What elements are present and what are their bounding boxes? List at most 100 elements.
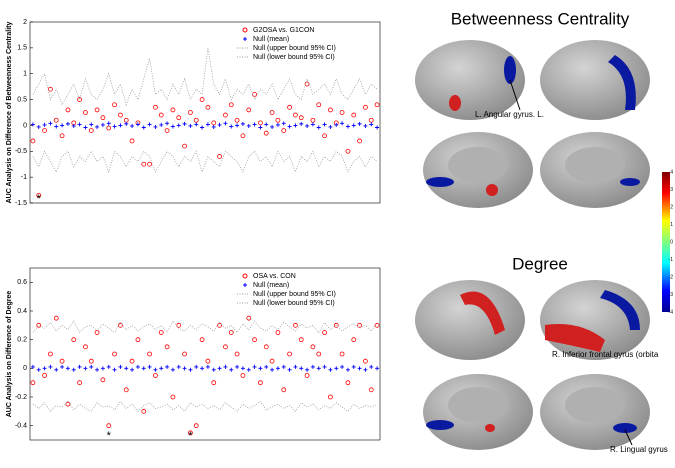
null-mean-point: [183, 122, 187, 126]
colorbar-tick: -3: [669, 292, 674, 298]
null-mean-point: [258, 125, 262, 129]
observed-point: [78, 381, 82, 385]
null-mean-point: [37, 125, 41, 129]
observed-point: [235, 352, 239, 356]
null-mean-point: [83, 366, 87, 370]
null-mean-point: [235, 123, 239, 127]
null-mean-point: [282, 121, 286, 125]
figure: Betweenness Centrality L. Angular gyrus.…: [0, 0, 675, 463]
observed-point: [177, 116, 181, 120]
null-mean-point: [358, 122, 362, 126]
observed-point: [89, 359, 93, 363]
null-mean-point: [264, 365, 268, 369]
null-mean-point: [241, 122, 245, 126]
observed-point: [101, 378, 105, 382]
null-mean-point: [78, 122, 82, 126]
region: [485, 424, 495, 432]
null-mean-point: [369, 365, 373, 369]
null-mean-point: [194, 365, 198, 369]
null-mean-point: [258, 366, 262, 370]
observed-point: [159, 331, 163, 335]
null-mean-point: [72, 368, 76, 372]
null-mean-point: [317, 125, 321, 129]
observed-point: [118, 113, 122, 117]
observed-point: [194, 424, 198, 428]
brain-image: [565, 147, 625, 183]
null-mean-point: [346, 124, 350, 128]
y-tick-label: 1.5: [17, 45, 27, 52]
legend-label: Null (upper bound 95% CI): [253, 45, 336, 52]
observed-point: [288, 352, 292, 356]
observed-point: [165, 345, 169, 349]
legend-label: Null (lower bound 95% CI): [253, 300, 335, 307]
observed-point: [218, 154, 222, 158]
observed-point: [293, 113, 297, 117]
y-tick-label: 0: [23, 122, 27, 129]
null-mean-point: [171, 124, 175, 128]
null-mean-point: [270, 125, 274, 129]
null-mean-point: [177, 365, 181, 369]
null-mean-point: [113, 368, 117, 372]
null-mean-point: [153, 368, 157, 372]
null-mean-point: [293, 123, 297, 127]
null-mean-point: [340, 365, 344, 369]
y-tick-label: 2: [23, 19, 27, 26]
region: [426, 177, 454, 187]
observed-point: [130, 139, 134, 143]
null-mean-point: [305, 368, 309, 372]
null-mean-point: [159, 123, 163, 127]
significance-star: *: [107, 430, 112, 442]
null-mean-point: [89, 365, 93, 369]
observed-point: [270, 111, 274, 115]
observed-point: [113, 103, 117, 107]
null-mean-point: [83, 125, 87, 129]
null-mean-point: [60, 365, 64, 369]
null-mean-point: [253, 365, 257, 369]
null-mean-point: [43, 366, 47, 370]
null-mean-point: [247, 124, 251, 128]
observed-point: [352, 113, 356, 117]
page: {"chart_data": [ {"type": "scatter", "yl…: [0, 0, 675, 463]
observed-point: [299, 116, 303, 120]
significance-star: *: [188, 430, 193, 442]
legend-marker: [243, 28, 247, 32]
null-mean-point: [200, 366, 204, 370]
y-tick-label: 0: [23, 365, 27, 372]
null-mean-point: [282, 365, 286, 369]
region: [620, 178, 640, 186]
observed-point: [235, 118, 239, 122]
observed-point: [107, 126, 111, 130]
brain-title: Degree: [512, 254, 568, 273]
observed-point: [142, 162, 146, 166]
y-tick-label: 0.4: [17, 308, 27, 315]
null-mean-point: [37, 368, 41, 372]
null-mean-point: [124, 366, 128, 370]
region-label: L. Angular gyrus. L.: [475, 110, 544, 119]
observed-point: [264, 131, 268, 135]
colorbar-tick: -4: [669, 309, 674, 315]
observed-point: [282, 388, 286, 392]
observed-point: [188, 111, 192, 115]
null-mean-point: [130, 368, 134, 372]
observed-point: [31, 381, 35, 385]
null-mean-point: [241, 366, 245, 370]
region: [449, 95, 461, 111]
null-mean-point: [142, 366, 146, 370]
region: [426, 420, 454, 430]
observed-point: [54, 118, 58, 122]
null-mean-point: [311, 365, 315, 369]
observed-point: [54, 316, 58, 320]
y-tick-label: -0.2: [15, 394, 27, 401]
colorbar-tick: -2: [669, 274, 674, 280]
y-tick-label: 0.2: [17, 337, 27, 344]
region-label: R. Inferior frontal gyrus (orbita: [552, 350, 659, 359]
legend-label: G2OSA vs. G1CON: [253, 27, 314, 34]
brain-image: [448, 387, 508, 423]
y-tick-label: 0.6: [17, 279, 27, 286]
observed-point: [352, 338, 356, 342]
observed-point: [43, 374, 47, 378]
null-mean-point: [299, 122, 303, 126]
null-mean-point: [369, 122, 373, 126]
observed-point: [358, 139, 362, 143]
null-mean-point: [334, 123, 338, 127]
